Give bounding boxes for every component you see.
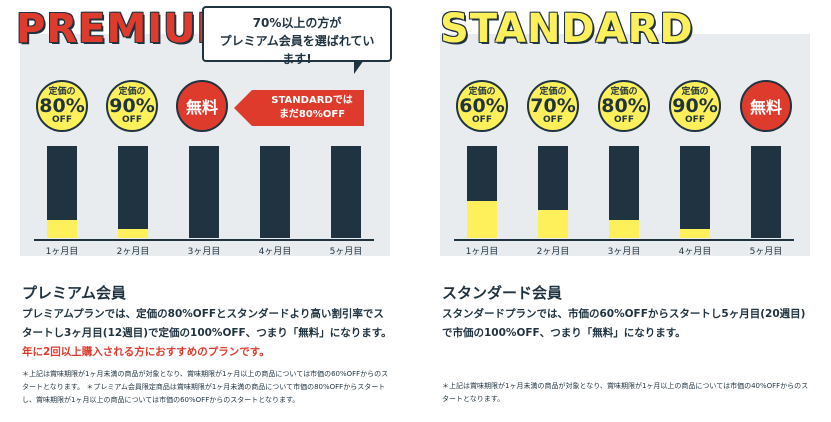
standard-baseline — [454, 239, 794, 241]
month-bar-fill — [680, 228, 710, 238]
badge-percent: 60% — [459, 95, 505, 117]
standard-heading: スタンダード会員 — [442, 284, 563, 302]
month-label: 4ヶ月目 — [678, 247, 712, 257]
badge-percent: 90% — [109, 95, 155, 117]
month-bar-fill — [467, 201, 497, 238]
badge-top-label: 定価の — [118, 87, 146, 97]
premium-baseline — [34, 239, 374, 241]
premium-description: プレミアムプランでは、定価の80%OFFとスタンダードより高い割引率でスタートし… — [22, 305, 394, 362]
standard-comparison-arrow: STANDARDでは まだ80%OFF — [234, 90, 364, 126]
standard-badge-4: 定価の 90% OFF — [669, 80, 721, 132]
badge-off-label: OFF — [52, 115, 72, 125]
month-bar — [47, 146, 77, 238]
badge-free-label: 無料 — [749, 98, 782, 117]
month-bar-fill — [609, 219, 639, 238]
premium-badge-2: 定価の 90% OFF — [106, 80, 158, 132]
standard-badge-1: 定価の 60% OFF — [456, 80, 508, 132]
badge-percent: 80% — [39, 95, 85, 117]
premium-badge-1: 定価の 80% OFF — [36, 80, 88, 132]
month-label: 3ヶ月目 — [607, 247, 641, 257]
premium-callout: 70%以上の方が プレミアム会員を選ばれています! — [202, 6, 392, 74]
month-bar-fill — [538, 210, 568, 238]
badge-top-label: 定価の — [48, 87, 76, 97]
standard-badge-3: 定価の 80% OFF — [598, 80, 650, 132]
month-bar — [118, 146, 148, 238]
month-bar — [609, 146, 639, 238]
premium-badge-free: 無料 — [176, 80, 228, 132]
premium-note: ＊上記は賞味期限が1ヶ月未満の商品が対象となり、賞味期限が1ヶ月以上の商品につい… — [22, 370, 389, 404]
month-bar-fill — [47, 219, 77, 238]
month-bar — [467, 146, 497, 238]
month-label: 5ヶ月目 — [749, 247, 783, 257]
badge-off-label: OFF — [685, 115, 705, 125]
month-bar — [538, 146, 568, 238]
month-label: 1ヶ月目 — [465, 247, 499, 257]
month-label: 5ヶ月目 — [329, 247, 363, 257]
month-label: 2ヶ月目 — [116, 247, 150, 257]
badge-off-label: OFF — [472, 115, 492, 125]
standard-note: ＊上記は賞味期限が1ヶ月未満の商品が対象となり、賞味期限が1ヶ月以上の商品につい… — [442, 382, 809, 403]
month-bar-fill — [118, 228, 148, 238]
badge-top-label: 定価の — [468, 87, 496, 97]
arrow-line-1: STANDARDでは — [271, 95, 353, 106]
month-bar — [680, 146, 710, 238]
badge-percent: 80% — [601, 95, 647, 117]
badge-off-label: OFF — [614, 115, 634, 125]
premium-title: PREMIUM — [16, 6, 238, 52]
month-bar — [189, 146, 219, 238]
badge-free-label: 無料 — [185, 98, 218, 117]
month-bar — [331, 146, 361, 238]
standard-title: STANDARD — [440, 6, 694, 52]
badge-top-label: 定価の — [610, 87, 638, 97]
month-label: 4ヶ月目 — [258, 247, 292, 257]
month-label: 2ヶ月目 — [536, 247, 570, 257]
badge-percent: 90% — [672, 95, 718, 117]
callout-line-1: 70%以上の方が — [252, 16, 342, 30]
badge-top-label: 定価の — [681, 87, 709, 97]
month-label: 1ヶ月目 — [45, 247, 79, 257]
premium-heading: プレミアム会員 — [22, 284, 126, 302]
premium-description-highlight: 年に2回以上購入される方におすすめのプランです。 — [22, 346, 270, 358]
standard-badge-2: 定価の 70% OFF — [527, 80, 579, 132]
standard-badge-free: 無料 — [740, 80, 792, 132]
arrow-line-2: まだ80%OFF — [278, 109, 346, 120]
premium-description-main: プレミアムプランでは、定価の80%OFFとスタンダードより高い割引率でスタートし… — [22, 308, 392, 339]
badge-off-label: OFF — [122, 115, 142, 125]
callout-line-2: プレミアム会員を選ばれています! — [219, 34, 375, 66]
badge-percent: 70% — [530, 95, 576, 117]
month-bar — [751, 146, 781, 238]
month-bar — [260, 146, 290, 238]
standard-description: スタンダードプランでは、市価の60%OFFからスタートし5ヶ月目(20週目)で市… — [442, 308, 806, 339]
month-label: 3ヶ月目 — [187, 247, 221, 257]
badge-top-label: 定価の — [539, 87, 567, 97]
badge-off-label: OFF — [543, 115, 563, 125]
